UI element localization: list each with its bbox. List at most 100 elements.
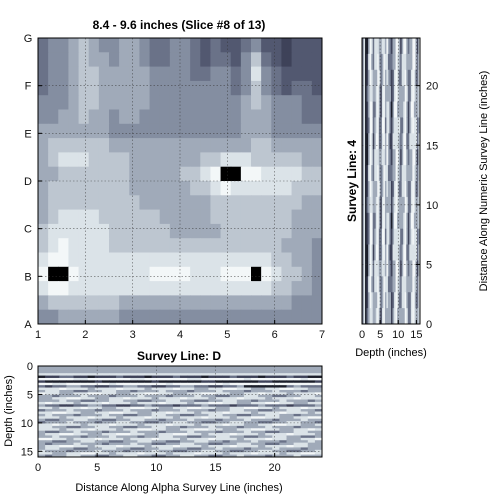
radargram-cell [158,406,167,410]
radargram-cell [251,389,259,393]
radargram-cell [208,399,216,403]
radargram-cell [251,377,259,381]
heatmap-cell [271,223,283,239]
radargram-cell [73,423,81,427]
heatmap-cell [190,295,201,311]
radargram-cell [187,445,195,448]
radargram-cell [38,404,46,408]
radargram-cell [236,366,245,369]
radargram-cell [123,437,131,441]
radargram-cell [158,404,167,408]
radargram-cell [378,292,381,309]
radargram-cell [383,53,386,71]
radargram-cell [381,53,384,71]
radargram-cell [116,368,124,372]
radargram-cell [286,409,294,412]
radargram-cell [366,165,369,182]
heatmap-cell [210,281,222,296]
heatmap-cell [88,66,100,82]
heatmap-cell [301,295,313,311]
radargram-cell [314,454,322,457]
right-x-ticks: 0 5 10 15 [359,320,423,341]
radargram-cell [236,428,245,432]
radargram-cell [187,385,195,388]
heatmap-cell [220,238,232,254]
heatmap-cell [149,80,161,96]
radargram-cell [87,375,96,379]
radargram-cell [265,366,273,369]
radargram-cell [236,397,245,400]
heatmap-cell [78,223,90,239]
heatmap-cell [220,223,232,239]
radargram-cell [38,389,46,393]
radargram-cell [314,433,322,436]
radargram-cell [123,428,131,432]
radargram-cell [258,366,266,369]
radargram-cell [165,397,174,400]
radargram-cell [201,452,209,455]
radargram-cell [222,452,231,455]
radargram-cell [236,413,245,417]
radargram-cell [158,449,167,453]
radargram-cell [123,430,131,434]
radargram-cell [94,442,103,446]
radargram-cell [395,260,398,277]
radargram-cell [381,149,384,166]
heatmap-cell [220,252,232,268]
heatmap-cell [190,252,201,268]
radargram-cell [363,165,366,182]
radargram-cell [314,428,322,432]
radargram-cell [413,165,416,182]
radargram-cell [412,244,415,261]
radargram-cell [137,406,145,410]
radargram-cell [314,366,322,369]
radargram-cell [123,423,131,427]
radargram-cell [314,416,322,420]
radargram-cell [180,437,188,441]
radargram-cell [180,423,188,427]
heatmap-cell [200,123,212,139]
radargram-cell [165,440,174,444]
radargram-cell [144,375,152,379]
radargram-cell [215,433,223,436]
radargram-cell [384,53,387,71]
radargram-cell [52,406,60,410]
heatmap-cell [271,66,283,82]
heatmap-cell [48,238,59,254]
heatmap-cell [311,281,322,296]
heatmap-cell [119,123,130,139]
radargram-cell [180,416,188,420]
y-tick-label: C [24,224,32,236]
radargram-cell [236,370,245,374]
radargram-cell [413,228,416,245]
radargram-cell [201,445,209,448]
radargram-cell [404,228,407,245]
heatmap-cell [139,295,151,311]
radargram-cell [272,452,280,455]
heatmap-cell [240,109,252,125]
radargram-cell [87,392,96,396]
heatmap-cell [180,123,191,139]
radargram-cell [45,447,53,451]
radargram-cell [383,133,386,150]
radargram-cell [251,437,259,441]
radargram-cell [409,85,412,102]
radargram-cell [415,308,418,324]
radargram-cell [389,165,392,182]
radargram-cell [384,101,387,118]
radargram-cell [378,244,381,261]
radargram-cell [101,380,110,384]
heatmap-cell [291,152,303,168]
radargram-cell [314,425,322,429]
radargram-cell [412,85,415,102]
radargram-cell [201,397,209,400]
radargram-cell [236,406,245,410]
radargram-cell [391,117,393,134]
radargram-cell [73,425,81,429]
heatmap-cell [200,252,212,268]
radargram-cell [38,394,46,398]
radargram-cell [66,452,74,455]
radargram-cell [94,404,103,408]
radargram-cell [391,181,393,198]
